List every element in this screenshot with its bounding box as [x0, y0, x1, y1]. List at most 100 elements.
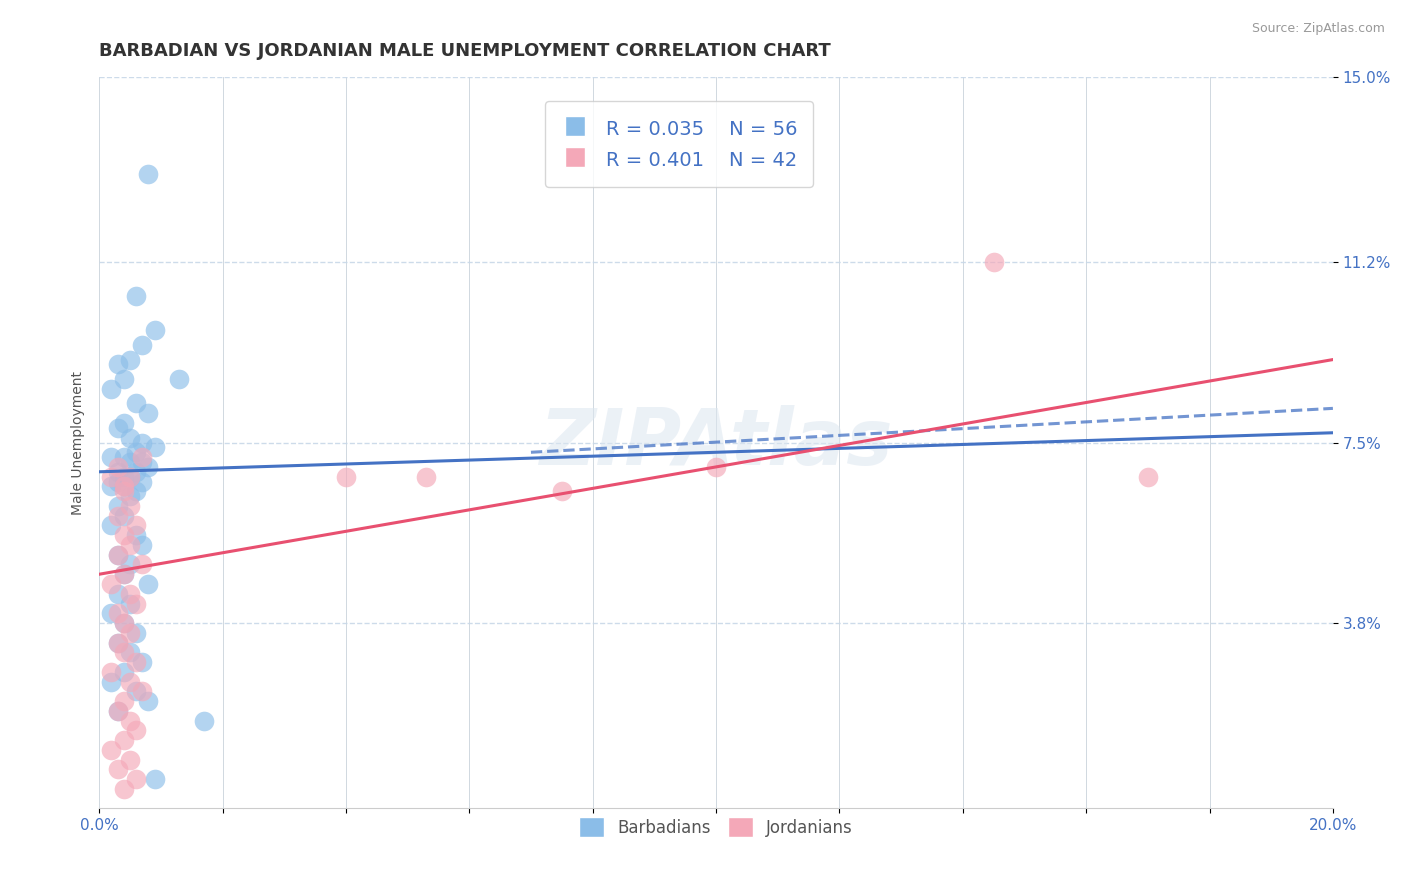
Point: [118, 625, 141, 640]
Point: [118, 558, 141, 572]
Point: [112, 469, 135, 483]
Point: [100, 674, 122, 689]
Point: [100, 518, 122, 533]
Point: [100, 469, 122, 483]
Point: [112, 479, 135, 493]
Point: [112, 450, 135, 465]
Point: [118, 587, 141, 601]
Point: [193, 714, 215, 728]
Point: [112, 508, 135, 523]
Point: [125, 597, 148, 611]
Point: [107, 635, 129, 649]
Point: [107, 499, 129, 513]
Point: [112, 733, 135, 747]
Text: ZIPAtlas: ZIPAtlas: [540, 404, 893, 481]
Point: [112, 528, 135, 542]
Point: [107, 587, 129, 601]
Point: [118, 455, 141, 469]
Point: [143, 323, 166, 337]
Point: [112, 416, 135, 430]
Point: [100, 743, 122, 757]
Point: [131, 655, 153, 669]
Point: [143, 441, 166, 455]
Point: [704, 459, 727, 474]
Point: [125, 465, 148, 479]
Point: [112, 567, 135, 582]
Point: [118, 714, 141, 728]
Point: [107, 548, 129, 562]
Point: [125, 655, 148, 669]
Point: [112, 567, 135, 582]
Point: [107, 704, 129, 718]
Point: [107, 704, 129, 718]
Point: [100, 479, 122, 493]
Point: [100, 382, 122, 396]
Point: [169, 372, 191, 386]
Point: [1136, 469, 1159, 483]
Point: [118, 753, 141, 767]
Point: [118, 489, 141, 503]
Point: [107, 607, 129, 621]
Point: [125, 723, 148, 738]
Point: [118, 674, 141, 689]
Point: [112, 372, 135, 386]
Legend: Barbadians, Jordanians: Barbadians, Jordanians: [572, 810, 859, 844]
Point: [118, 499, 141, 513]
Point: [415, 469, 437, 483]
Point: [107, 421, 129, 435]
Point: [118, 352, 141, 367]
Point: [125, 772, 148, 787]
Point: [112, 479, 135, 493]
Point: [118, 469, 141, 483]
Point: [100, 607, 122, 621]
Point: [131, 338, 153, 352]
Point: [131, 450, 153, 465]
Point: [125, 625, 148, 640]
Y-axis label: Male Unemployment: Male Unemployment: [72, 370, 86, 515]
Point: [125, 396, 148, 410]
Point: [131, 435, 153, 450]
Point: [131, 684, 153, 698]
Point: [335, 469, 357, 483]
Point: [107, 358, 129, 372]
Point: [143, 772, 166, 787]
Point: [118, 469, 141, 483]
Point: [107, 763, 129, 777]
Point: [125, 445, 148, 459]
Point: [131, 455, 153, 469]
Text: BARBADIAN VS JORDANIAN MALE UNEMPLOYMENT CORRELATION CHART: BARBADIAN VS JORDANIAN MALE UNEMPLOYMENT…: [100, 42, 831, 60]
Point: [112, 665, 135, 679]
Point: [131, 558, 153, 572]
Point: [131, 538, 153, 552]
Point: [112, 694, 135, 708]
Point: [107, 475, 129, 489]
Point: [107, 635, 129, 649]
Text: Source: ZipAtlas.com: Source: ZipAtlas.com: [1251, 22, 1385, 36]
Point: [138, 459, 160, 474]
Point: [138, 406, 160, 420]
Point: [125, 684, 148, 698]
Point: [112, 484, 135, 499]
Point: [100, 450, 122, 465]
Point: [125, 484, 148, 499]
Point: [112, 781, 135, 796]
Point: [107, 548, 129, 562]
Point: [125, 518, 148, 533]
Point: [138, 577, 160, 591]
Point: [118, 431, 141, 445]
Point: [100, 665, 122, 679]
Point: [107, 508, 129, 523]
Point: [125, 289, 148, 303]
Point: [551, 484, 574, 499]
Point: [100, 577, 122, 591]
Point: [112, 615, 135, 630]
Point: [138, 694, 160, 708]
Point: [107, 459, 129, 474]
Point: [983, 255, 1005, 269]
Point: [118, 597, 141, 611]
Point: [138, 167, 160, 181]
Point: [112, 645, 135, 659]
Point: [118, 538, 141, 552]
Point: [107, 465, 129, 479]
Point: [118, 645, 141, 659]
